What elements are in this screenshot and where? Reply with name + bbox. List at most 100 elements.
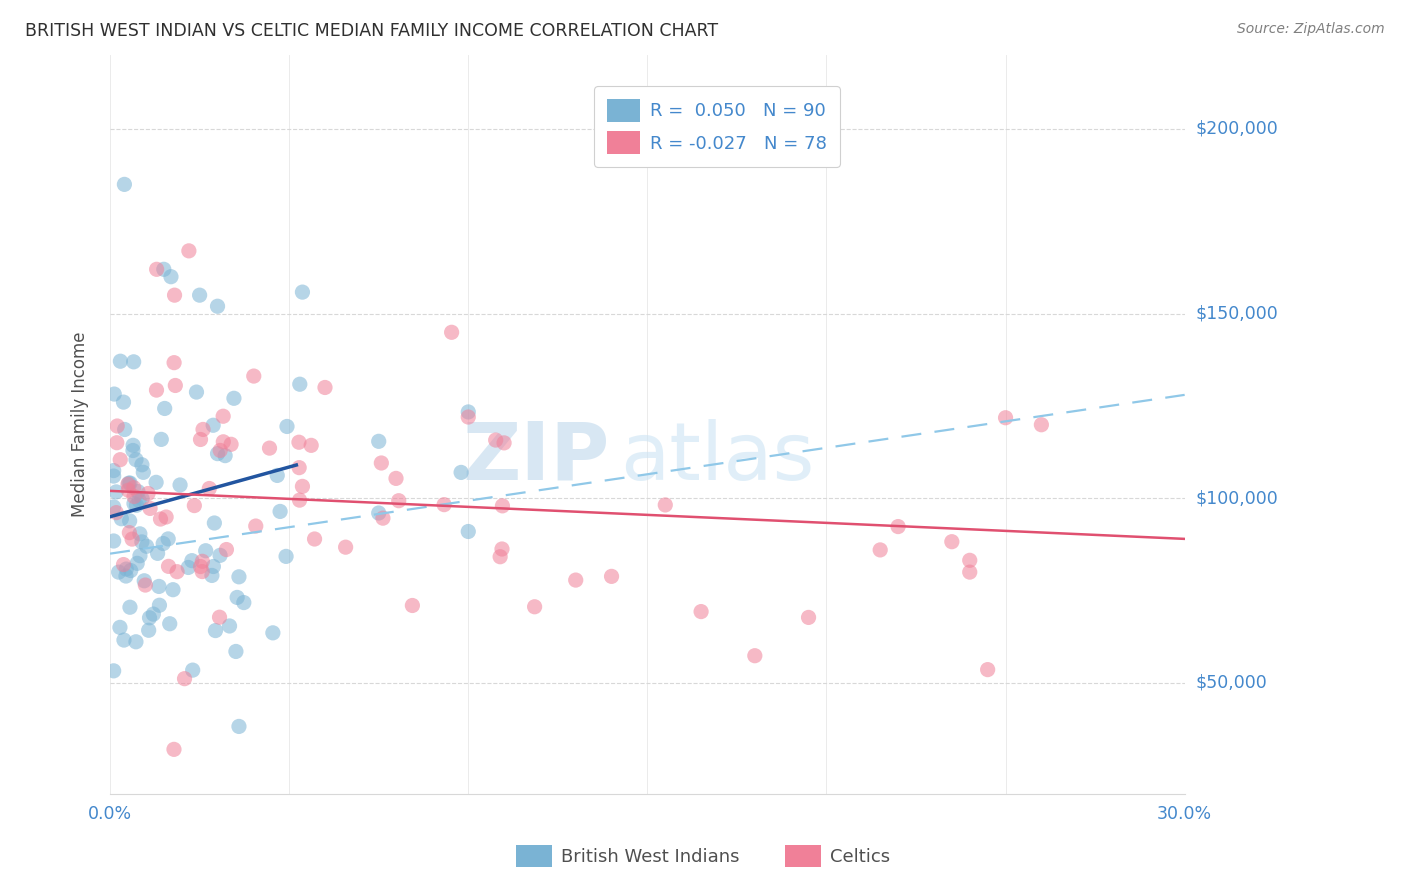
Point [107, 565, 129, 579]
Point [118, 476, 141, 491]
Point [162, 582, 184, 597]
Point [370, 456, 392, 470]
Point [222, 392, 245, 406]
Point [117, 483, 139, 498]
Point [288, 460, 311, 475]
Point [485, 433, 508, 447]
Point [159, 616, 181, 631]
Point [127, 484, 149, 499]
Point [134, 578, 156, 592]
Point [132, 466, 155, 480]
Point [744, 648, 766, 663]
Point [457, 410, 479, 425]
Point [194, 543, 217, 558]
Point [150, 433, 173, 447]
Point [869, 542, 891, 557]
Point [450, 466, 472, 480]
Point [152, 536, 174, 550]
Point [457, 524, 479, 539]
Point [165, 378, 187, 392]
Y-axis label: Median Family Income: Median Family Income [72, 332, 89, 517]
Point [491, 499, 513, 513]
Point [112, 633, 135, 648]
Point [163, 742, 186, 756]
Point [291, 285, 314, 299]
Point [122, 355, 145, 369]
Point [226, 591, 249, 605]
Point [155, 510, 177, 524]
Point [262, 625, 284, 640]
Point [139, 501, 162, 516]
Point [198, 482, 221, 496]
Point [103, 387, 125, 401]
Point [115, 562, 138, 576]
Point [232, 596, 254, 610]
Point [122, 481, 145, 495]
Point [215, 542, 238, 557]
Point [208, 610, 231, 624]
Point [494, 435, 516, 450]
Point [121, 532, 143, 546]
Point [149, 512, 172, 526]
Point [142, 607, 165, 621]
Point [491, 541, 513, 556]
Point [204, 624, 226, 638]
Point [959, 565, 981, 579]
Point [1031, 417, 1053, 432]
Point [690, 605, 713, 619]
Point [186, 385, 208, 400]
Point [190, 433, 212, 447]
Point [115, 569, 138, 583]
Point [367, 506, 389, 520]
Point [212, 409, 235, 424]
Point [118, 525, 141, 540]
Point [138, 611, 160, 625]
Text: $200,000: $200,000 [1195, 120, 1278, 138]
Point [122, 490, 145, 504]
Point [120, 564, 142, 578]
Legend: British West Indians, Celtics: British West Indians, Celtics [509, 838, 897, 874]
Legend: R =  0.050   N = 90, R = -0.027   N = 78: R = 0.050 N = 90, R = -0.027 N = 78 [595, 87, 839, 167]
Point [188, 288, 211, 302]
Point [269, 504, 291, 518]
Point [291, 479, 314, 493]
Point [388, 493, 411, 508]
Point [314, 380, 336, 394]
Point [134, 574, 156, 588]
Point [138, 624, 160, 638]
Point [122, 443, 145, 458]
Point [207, 447, 229, 461]
Point [440, 326, 463, 340]
Point [367, 434, 389, 449]
Point [103, 533, 125, 548]
Point [288, 435, 311, 450]
Point [110, 354, 132, 368]
Point [105, 506, 128, 520]
Point [148, 579, 170, 593]
Point [145, 383, 167, 397]
Point [523, 599, 546, 614]
Point [191, 422, 214, 436]
Point [169, 478, 191, 492]
Point [385, 471, 408, 485]
Point [128, 493, 150, 508]
Point [209, 549, 232, 563]
Point [112, 395, 135, 409]
Point [120, 476, 142, 491]
Point [177, 244, 200, 258]
Text: $100,000: $100,000 [1195, 489, 1278, 508]
Point [105, 484, 128, 499]
Point [959, 553, 981, 567]
Point [125, 498, 148, 512]
Point [128, 526, 150, 541]
Point [105, 435, 128, 450]
Point [941, 534, 963, 549]
Point [218, 619, 240, 633]
Point [228, 570, 250, 584]
Point [136, 486, 159, 500]
Point [887, 519, 910, 533]
Point [797, 610, 820, 624]
Point [457, 405, 479, 419]
Point [489, 549, 512, 564]
Point [994, 410, 1017, 425]
